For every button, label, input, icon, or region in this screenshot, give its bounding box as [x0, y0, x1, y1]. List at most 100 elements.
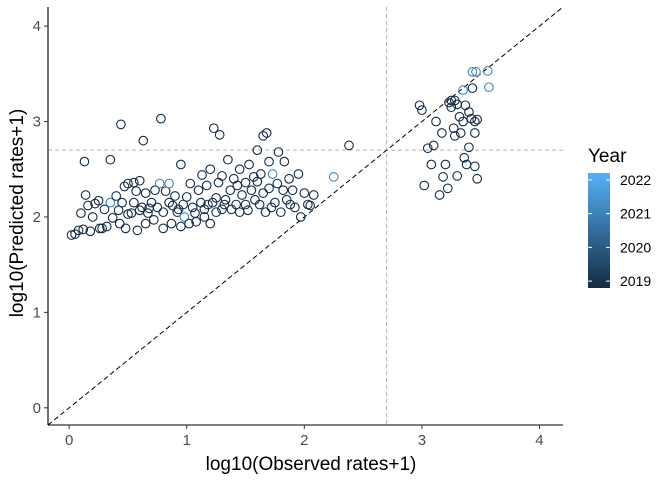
data-point — [422, 143, 433, 154]
x-tick-label: 4 — [535, 432, 543, 449]
data-point — [455, 128, 466, 138]
data-point — [148, 214, 159, 225]
data-point — [437, 128, 447, 138]
x-axis-title: log10(Observed rates+1) — [206, 454, 417, 475]
legend-colorbar — [588, 173, 610, 288]
data-point — [460, 100, 471, 111]
data-point — [176, 159, 186, 170]
data-point — [428, 140, 439, 151]
data-point — [466, 113, 477, 124]
data-point — [123, 209, 133, 219]
data-point — [252, 176, 263, 187]
data-point — [214, 130, 225, 140]
data-point — [482, 66, 493, 76]
x-tick-label: 1 — [183, 432, 191, 449]
data-point — [94, 223, 105, 234]
data-point — [464, 142, 474, 153]
data-point — [264, 183, 274, 194]
data-point — [99, 204, 110, 215]
data-point — [434, 190, 445, 200]
data-point — [240, 199, 251, 210]
data-point — [228, 173, 239, 184]
data-point — [293, 169, 304, 179]
data-point — [234, 207, 245, 218]
data-point — [170, 191, 180, 201]
data-point — [452, 171, 463, 181]
data-point — [275, 207, 286, 218]
axes — [47, 7, 563, 426]
data-point — [87, 212, 98, 222]
data-point — [472, 114, 483, 125]
data-point — [158, 223, 169, 234]
data-point — [234, 164, 245, 175]
data-point — [272, 178, 283, 189]
data-point — [131, 186, 142, 197]
data-point — [290, 202, 300, 213]
data-point — [458, 85, 468, 95]
data-point — [469, 161, 480, 172]
data-point — [232, 180, 243, 191]
data-point — [132, 225, 143, 236]
ticks: 0 1 2 3 4 0 1 2 3 4 — [33, 18, 544, 449]
y-tick-label: 1 — [33, 304, 41, 321]
data-point — [119, 181, 130, 192]
data-point — [472, 173, 483, 184]
data-point — [213, 177, 224, 188]
data-point — [220, 194, 231, 205]
data-point — [226, 204, 237, 215]
data-point — [191, 216, 202, 227]
data-point — [237, 190, 247, 200]
data-point — [105, 154, 116, 165]
data-point — [146, 197, 157, 208]
legend-ticks: 2022 2021 2020 2019 — [588, 172, 651, 289]
data-point — [264, 156, 274, 167]
legend: Year 2022 2021 2020 2019 — [588, 146, 651, 289]
y-axis-title: log10(Predicted rates+1) — [7, 109, 28, 318]
data-point — [484, 82, 494, 93]
data-point — [93, 195, 104, 206]
data-point — [344, 140, 354, 151]
data-point — [431, 116, 441, 127]
data-point — [73, 225, 84, 236]
legend-title: Year — [588, 146, 627, 167]
data-point — [464, 107, 474, 117]
x-tick-label: 3 — [418, 432, 426, 449]
data-point — [134, 205, 145, 216]
data-point — [203, 199, 213, 210]
data-point — [164, 197, 174, 208]
data-point — [114, 218, 125, 229]
data-point — [246, 185, 257, 196]
legend-label: 2021 — [620, 206, 651, 222]
data-point — [150, 185, 160, 196]
data-point — [278, 185, 289, 196]
data-point — [279, 156, 290, 167]
data-point — [261, 128, 272, 138]
data-point — [471, 67, 481, 77]
data-point — [78, 224, 89, 235]
data-point — [217, 171, 227, 181]
data-point — [140, 188, 151, 198]
data-point — [152, 202, 163, 213]
data-point — [128, 177, 139, 188]
data-point — [79, 156, 90, 167]
data-point — [97, 223, 107, 234]
data-point — [458, 116, 468, 127]
legend-label: 2022 — [620, 172, 651, 188]
data-point — [243, 205, 253, 216]
data-point — [419, 180, 430, 191]
data-point — [467, 67, 478, 77]
data-point — [116, 119, 126, 130]
data-point — [76, 208, 86, 218]
data-point — [448, 123, 459, 134]
data-point — [143, 208, 153, 218]
data-point — [308, 190, 319, 200]
data-point — [179, 212, 190, 222]
data-point — [284, 173, 294, 184]
data-point — [258, 188, 269, 198]
data-point — [107, 213, 118, 223]
data-point — [134, 175, 145, 186]
data-point — [250, 194, 260, 205]
data-point — [426, 159, 437, 170]
y-tick-label: 4 — [33, 18, 41, 35]
